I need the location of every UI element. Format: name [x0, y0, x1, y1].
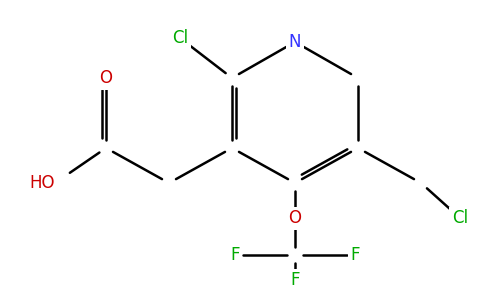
Text: O: O	[288, 209, 302, 227]
Text: HO: HO	[30, 174, 55, 192]
Text: F: F	[290, 271, 300, 289]
Text: O: O	[100, 69, 112, 87]
Text: Cl: Cl	[172, 29, 188, 47]
Text: F: F	[230, 246, 240, 264]
Text: N: N	[289, 33, 301, 51]
Text: F: F	[350, 246, 360, 264]
Text: Cl: Cl	[452, 209, 468, 227]
